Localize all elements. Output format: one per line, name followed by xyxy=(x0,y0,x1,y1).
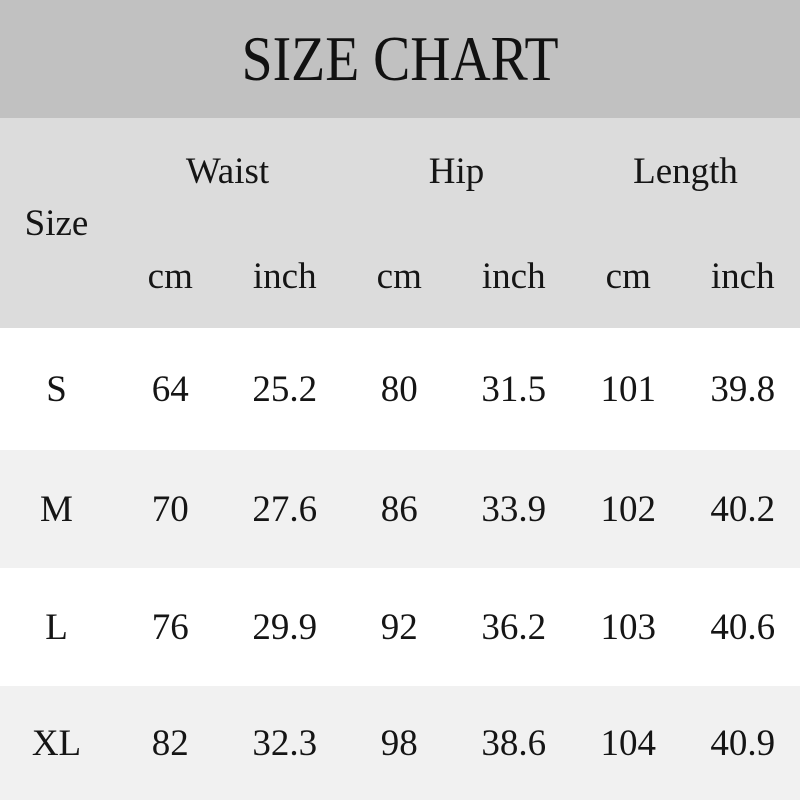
table-header: Size Waist Hip Length cm inch cm inch cm… xyxy=(0,118,800,328)
value-cell-hip-cm: 98 xyxy=(380,722,418,764)
value-cell-length-inch: 39.8 xyxy=(710,368,776,410)
value-cell-hip-inch: 31.5 xyxy=(481,368,547,410)
value-cell-length-inch: 40.9 xyxy=(710,722,776,764)
value-cell-waist-cm: 70 xyxy=(151,488,189,530)
value-cell-hip-cm: 86 xyxy=(380,488,418,530)
unit-header-row: cm inch cm inch cm inch xyxy=(0,225,800,328)
value-cell-length-cm: 103 xyxy=(600,606,657,648)
value-cell-length-inch: 40.6 xyxy=(710,606,776,648)
size-cell: S xyxy=(46,368,67,410)
value-cell-waist-cm: 64 xyxy=(151,368,189,410)
value-cell-hip-inch: 36.2 xyxy=(481,606,547,648)
unit-header-waist-inch: inch xyxy=(227,225,342,328)
size-column-header: Size xyxy=(0,118,113,328)
table-row-l: L 76 29.9 92 36.2 103 40.6 xyxy=(0,568,800,686)
size-cell: M xyxy=(40,488,73,530)
size-chart-table: Size Waist Hip Length cm inch cm inch cm… xyxy=(0,118,800,800)
unit-header-length-inch: inch xyxy=(685,225,800,328)
group-header-length: Length xyxy=(571,118,800,225)
group-header-row: Size Waist Hip Length xyxy=(0,118,800,328)
value-cell-waist-cm: 82 xyxy=(151,722,189,764)
value-cell-hip-inch: 38.6 xyxy=(481,722,547,764)
unit-header-length-cm: cm xyxy=(571,225,686,328)
group-header-hip: Hip xyxy=(342,118,571,225)
table-row-s: S 64 25.2 80 31.5 101 39.8 xyxy=(0,328,800,450)
value-cell-length-inch: 40.2 xyxy=(710,488,776,530)
value-cell-hip-cm: 92 xyxy=(380,606,418,648)
value-cell-hip-inch: 33.9 xyxy=(481,488,547,530)
unit-header-hip-inch: inch xyxy=(456,225,571,328)
value-cell-waist-inch: 25.2 xyxy=(252,368,318,410)
table-row-xl: XL 82 32.3 98 38.6 104 40.9 xyxy=(0,686,800,800)
table-row-m: M 70 27.6 86 33.9 102 40.2 xyxy=(0,450,800,568)
value-cell-length-cm: 104 xyxy=(600,722,657,764)
group-header-waist: Waist xyxy=(113,118,342,225)
unit-header-hip-cm: cm xyxy=(342,225,457,328)
unit-header-waist-cm: cm xyxy=(113,225,228,328)
value-cell-waist-inch: 29.9 xyxy=(252,606,318,648)
value-cell-waist-inch: 32.3 xyxy=(252,722,318,764)
value-cell-waist-cm: 76 xyxy=(151,606,189,648)
title-bar: SIZE CHART xyxy=(0,0,800,118)
value-cell-length-cm: 101 xyxy=(600,368,657,410)
value-cell-waist-inch: 27.6 xyxy=(252,488,318,530)
size-cell: L xyxy=(45,606,68,648)
size-cell: XL xyxy=(31,722,82,764)
table-body: S 64 25.2 80 31.5 101 39.8 M 70 27.6 86 … xyxy=(0,328,800,800)
value-cell-hip-cm: 80 xyxy=(380,368,418,410)
value-cell-length-cm: 102 xyxy=(600,488,657,530)
page-title: SIZE CHART xyxy=(241,23,559,94)
